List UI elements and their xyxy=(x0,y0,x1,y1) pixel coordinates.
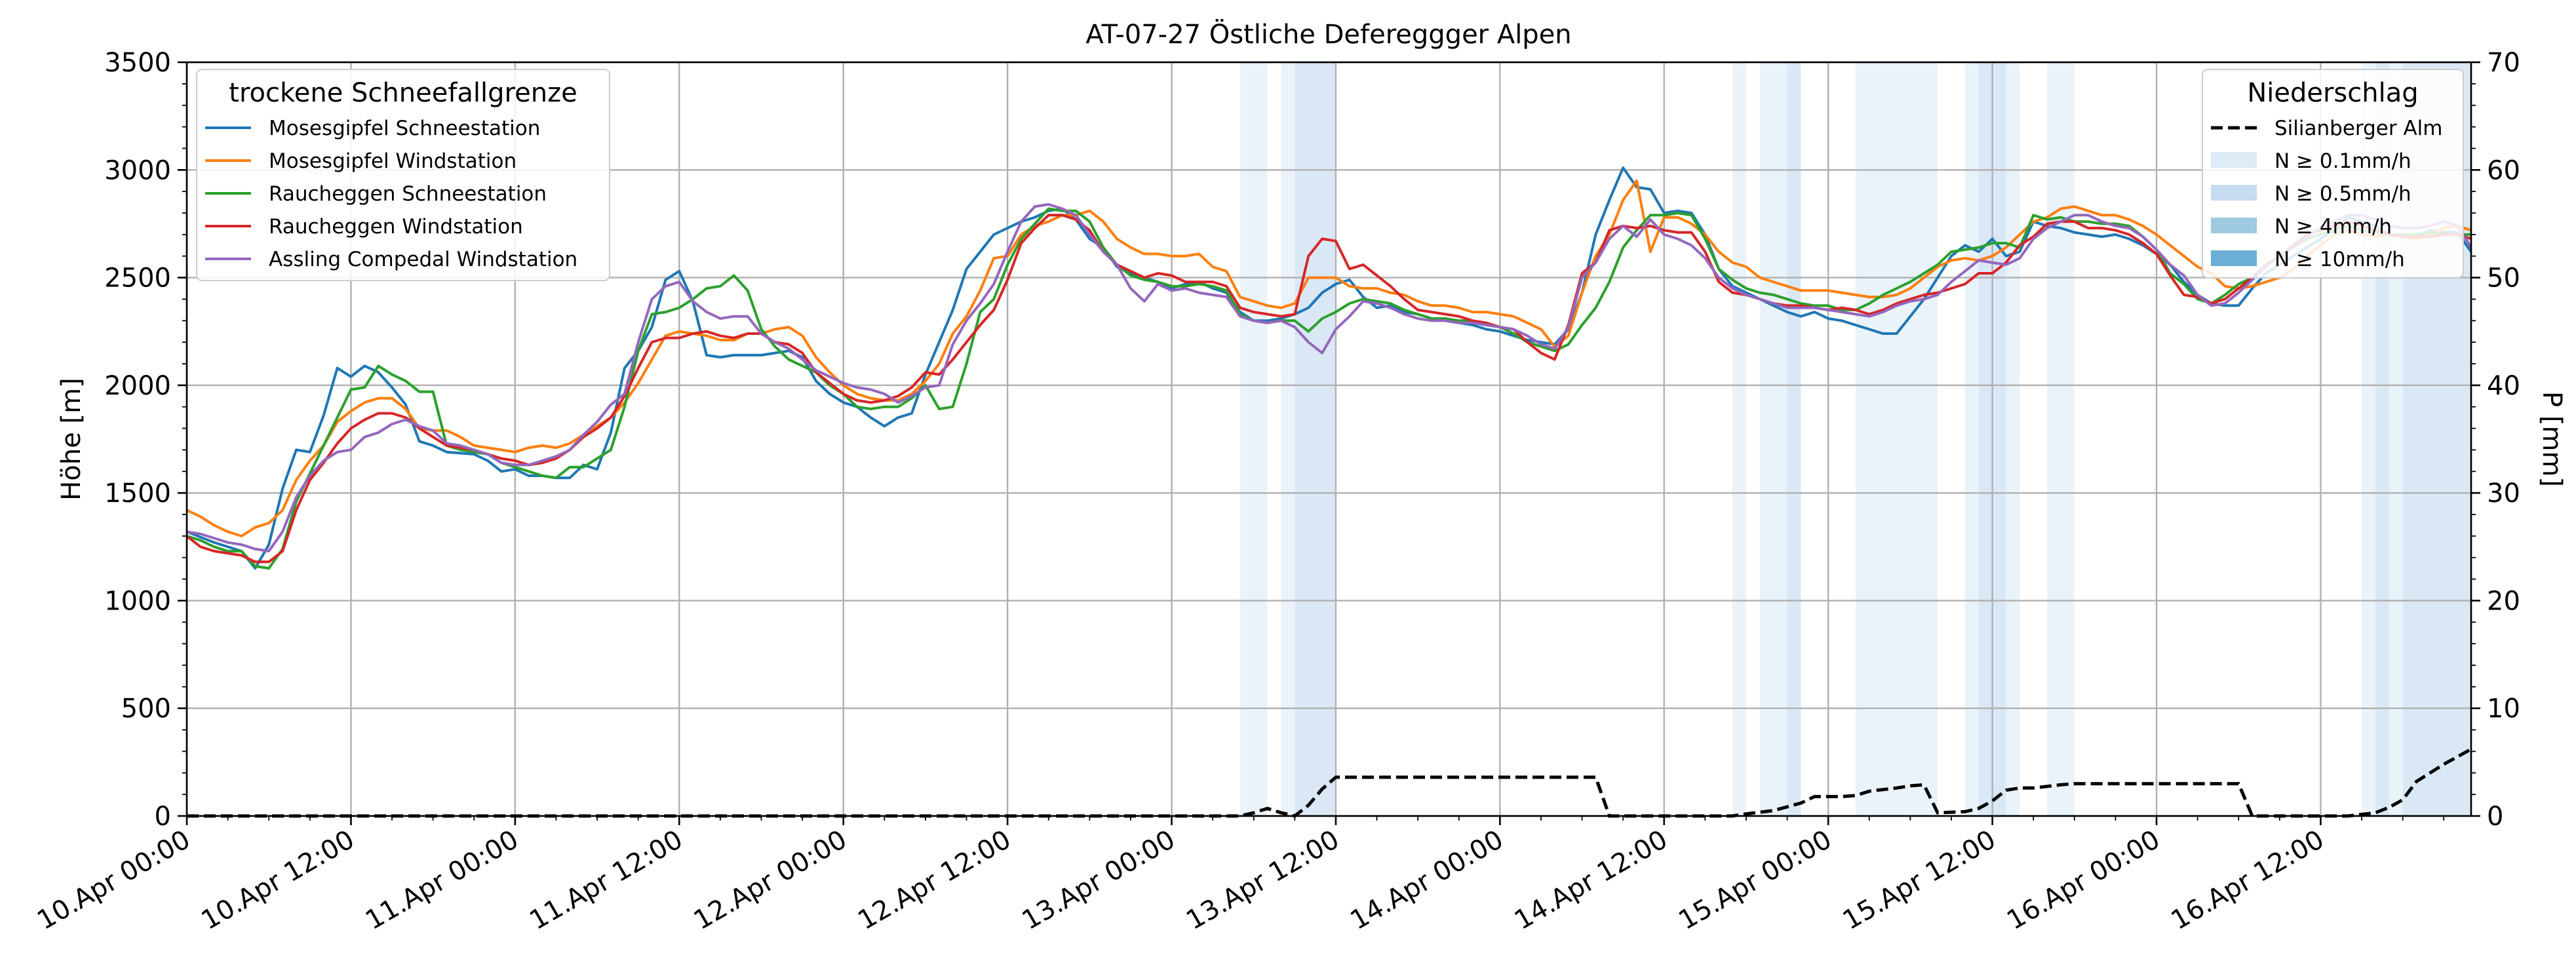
legend-swatch-band xyxy=(2211,250,2257,266)
y2-tick-label: 20 xyxy=(2487,586,2520,616)
y-tick-label: 3000 xyxy=(104,155,171,185)
precip-band xyxy=(1281,62,1295,816)
legend-box xyxy=(2202,69,2464,279)
y2-tick-label: 40 xyxy=(2487,371,2520,401)
legend-label-band: N ≥ 10mm/h xyxy=(2274,248,2405,271)
y2-tick-label: 70 xyxy=(2487,48,2520,78)
precip-band xyxy=(1295,62,1336,816)
legend-label-band: N ≥ 0.5mm/h xyxy=(2274,182,2411,206)
series-line xyxy=(186,166,2472,570)
precip-band xyxy=(1787,62,1801,816)
y-tick-label: 1500 xyxy=(104,478,171,509)
legend-label: Raucheggen Schneestation xyxy=(269,182,547,206)
legend-box xyxy=(196,69,610,281)
y2-axis-label: P [mm] xyxy=(2537,391,2567,487)
legend-snowline: trockene Schneefallgrenze Mosesgipfel Sc… xyxy=(196,69,610,281)
y-tick-label: 2000 xyxy=(104,371,171,401)
y-tick-label: 0 xyxy=(155,802,171,832)
precip-band xyxy=(1239,62,1268,816)
y-tick-label: 2500 xyxy=(104,263,171,294)
legend-label: Mosesgipfel Schneestation xyxy=(269,117,540,140)
legend-precip: Niederschlag Silianberger Alm N ≥ 0.1mm/… xyxy=(2202,69,2464,279)
series-line xyxy=(186,179,2472,537)
series-line xyxy=(186,207,2471,570)
legend-title: trockene Schneefallgrenze xyxy=(229,78,577,108)
plot-frame xyxy=(185,61,2472,817)
legend-title: Niederschlag xyxy=(2247,78,2418,108)
y2-tick-label: 30 xyxy=(2487,478,2520,509)
legend-swatch-band xyxy=(2211,152,2257,168)
series-lines xyxy=(185,166,2472,570)
legend-swatch-band xyxy=(2211,218,2257,233)
y-axis-label: Höhe [m] xyxy=(56,378,87,500)
y2-tick-label: 0 xyxy=(2487,802,2503,832)
precip-band xyxy=(2047,62,2075,816)
legend-label: Raucheggen Windstation xyxy=(269,215,523,239)
precip-band xyxy=(1732,62,1746,816)
legend-items: Mosesgipfel Schneestation Mosesgipfel Win… xyxy=(205,117,577,271)
legend-label-band: N ≥ 0.1mm/h xyxy=(2274,149,2411,173)
y-tick-label: 3500 xyxy=(104,48,171,78)
y-tick-label: 1000 xyxy=(104,586,171,616)
y-tick-label: 500 xyxy=(121,694,171,724)
y2-tick-label: 50 xyxy=(2487,263,2520,294)
chart-title: AT-07-27 Östliche Defereggger Alpen xyxy=(1085,18,1571,50)
legend-label-precip-line: Silianberger Alm xyxy=(2274,117,2442,140)
precip-band xyxy=(2006,62,2020,816)
precip-band xyxy=(1964,62,1979,816)
y2-tick-label: 10 xyxy=(2487,694,2520,724)
legend-label: Assling Compedal Windstation xyxy=(269,248,577,271)
y2-tick-label: 60 xyxy=(2487,155,2520,185)
precip-band xyxy=(1759,62,1787,816)
legend-label: Mosesgipfel Windstation xyxy=(269,149,517,173)
series-line xyxy=(186,203,2472,553)
precip-band xyxy=(1855,62,1938,816)
legend-label-band: N ≥ 4mm/h xyxy=(2274,215,2392,239)
legend-swatch-band xyxy=(2211,185,2257,201)
